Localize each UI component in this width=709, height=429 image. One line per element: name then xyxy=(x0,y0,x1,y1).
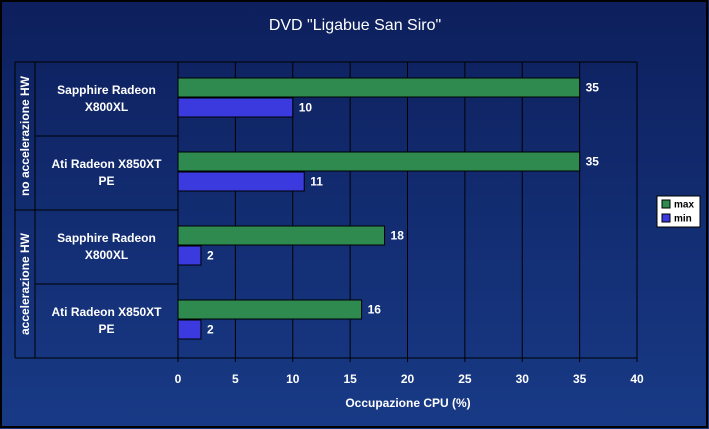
y-tick-label: Ati Radeon X850XT PE xyxy=(51,157,162,188)
legend-swatch xyxy=(661,213,671,223)
value-label: 35 xyxy=(586,81,600,95)
x-tick-label: 40 xyxy=(630,372,644,386)
bar xyxy=(177,299,363,320)
x-tick-label: 25 xyxy=(458,372,472,386)
value-label: 35 xyxy=(586,155,600,169)
value-label: 2 xyxy=(207,249,214,263)
bar xyxy=(177,171,305,192)
bar xyxy=(177,225,386,246)
bar xyxy=(177,319,202,340)
x-axis-label: Occupazione CPU (%) xyxy=(345,396,470,410)
value-label: 2 xyxy=(207,323,214,337)
x-tick-label: 10 xyxy=(286,372,300,386)
value-label: 16 xyxy=(368,303,382,317)
value-label: 10 xyxy=(299,101,313,115)
bar xyxy=(177,77,581,98)
group-label: no accelerazione HW xyxy=(18,75,32,197)
x-tick-label: 5 xyxy=(232,372,239,386)
value-label: 18 xyxy=(391,229,405,243)
y-tick-label: Sapphire Radeon X800XL xyxy=(57,83,156,114)
y-tick-label: Ati Radeon X850XT PE xyxy=(51,305,162,336)
x-tick-label: 15 xyxy=(343,372,357,386)
value-label: 11 xyxy=(310,175,323,189)
x-tick-label: 35 xyxy=(573,372,587,386)
x-tick-label: 0 xyxy=(175,372,182,386)
bar xyxy=(177,245,202,266)
legend-label: min xyxy=(674,214,692,225)
legend-swatch xyxy=(661,199,671,209)
y-tick-label: Sapphire Radeon X800XL xyxy=(57,231,156,262)
bar xyxy=(177,151,581,172)
x-tick-label: 20 xyxy=(401,372,415,386)
x-tick-label: 30 xyxy=(516,372,530,386)
chart-title: DVD "Ligabue San Siro" xyxy=(269,17,441,34)
group-label: accelerazione HW xyxy=(18,232,32,336)
bar xyxy=(177,97,294,118)
legend-label: max xyxy=(674,200,694,211)
